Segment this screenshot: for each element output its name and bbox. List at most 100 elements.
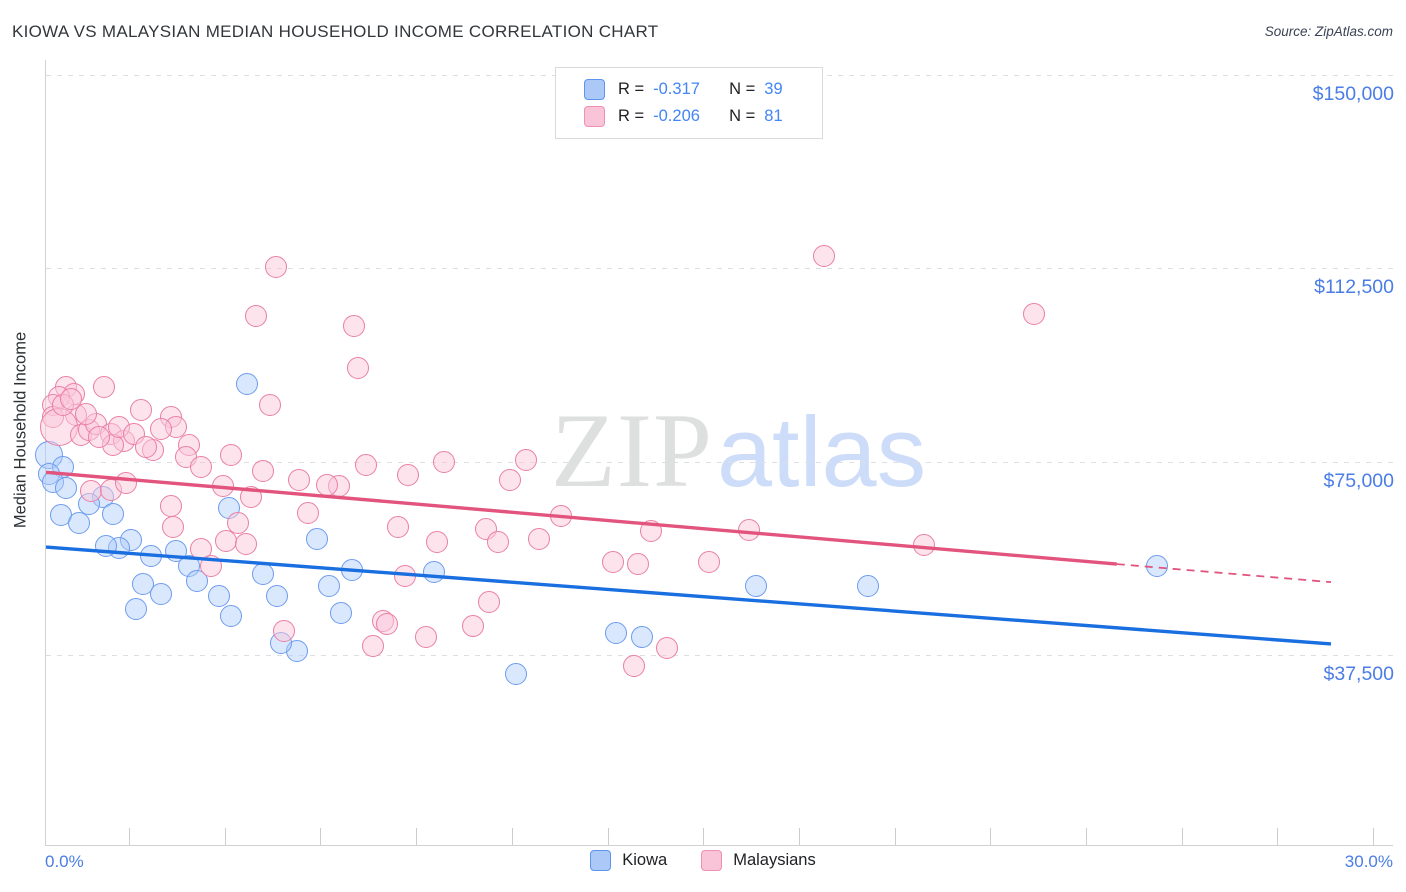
scatter-point-malaysians[interactable] [235, 533, 257, 555]
scatter-point-kiowa[interactable] [631, 625, 654, 648]
scatter-point-malaysians[interactable] [656, 636, 679, 659]
scatter-point-malaysians[interactable] [477, 591, 500, 614]
scatter-point-kiowa[interactable] [208, 585, 230, 607]
scatter-point-malaysians[interactable] [640, 520, 663, 543]
scatter-point-malaysians[interactable] [414, 625, 437, 648]
scatter-point-malaysians[interactable] [88, 426, 111, 449]
scatter-point-malaysians[interactable] [190, 455, 213, 478]
n-label: N = [729, 107, 756, 125]
scatter-point-malaysians[interactable] [432, 450, 455, 473]
scatter-point-kiowa[interactable] [306, 528, 329, 551]
scatter-point-kiowa[interactable] [139, 545, 162, 568]
n-label: N = [729, 80, 756, 98]
scatter-point-malaysians[interactable] [273, 620, 296, 643]
legend-item-kiowa: Kiowa [590, 850, 667, 871]
plot-area [35, 60, 1393, 846]
r-label: R = [618, 80, 645, 98]
scatter-point-malaysians[interactable] [376, 612, 398, 635]
scatter-point-malaysians[interactable] [698, 551, 721, 573]
scatter-point-malaysians[interactable] [74, 402, 97, 425]
scatter-point-malaysians[interactable] [244, 305, 267, 328]
r-label: R = [618, 107, 645, 125]
scatter-point-malaysians[interactable] [259, 393, 281, 416]
scatter-point-kiowa[interactable] [745, 575, 768, 598]
scatter-point-malaysians[interactable] [214, 530, 237, 553]
scatter-point-kiowa[interactable] [68, 512, 90, 535]
scatter-point-kiowa[interactable] [252, 562, 275, 585]
n-value-kiowa: 39 [764, 80, 783, 98]
y-tick-label: $150,000 [1312, 82, 1394, 105]
y-axis-title: Median Household Income [11, 331, 30, 529]
scatter-point-kiowa[interactable] [125, 597, 147, 620]
malaysians-swatch-icon [701, 850, 723, 871]
scatter-point-malaysians[interactable] [115, 471, 138, 494]
scatter-point-kiowa[interactable] [504, 662, 527, 685]
scatter-point-malaysians[interactable] [211, 475, 234, 498]
scatter-point-kiowa[interactable] [318, 575, 341, 598]
scatter-point-malaysians[interactable] [361, 635, 384, 657]
scatter-point-malaysians[interactable] [393, 564, 416, 587]
trend-line-kiowa [45, 545, 1332, 646]
scatter-point-malaysians[interactable] [498, 468, 521, 491]
gridline [46, 654, 1393, 656]
scatter-point-malaysians[interactable] [265, 256, 287, 279]
scatter-point-kiowa[interactable] [605, 622, 628, 645]
scatter-point-malaysians[interactable] [240, 485, 263, 508]
scatter-point-malaysians[interactable] [602, 551, 625, 573]
chart-title: KIOWA VS MALAYSIAN MEDIAN HOUSEHOLD INCO… [12, 22, 659, 41]
x-axis-legend: Kiowa Malaysians [0, 850, 1406, 871]
scatter-point-malaysians[interactable] [913, 534, 936, 556]
scatter-point-malaysians[interactable] [486, 531, 509, 554]
scatter-point-malaysians[interactable] [343, 315, 365, 337]
scatter-point-malaysians[interactable] [346, 356, 369, 379]
scatter-point-kiowa[interactable] [235, 372, 258, 395]
x-tick [511, 828, 513, 845]
scatter-point-malaysians[interactable] [288, 468, 311, 491]
scatter-point-kiowa[interactable] [423, 561, 446, 584]
scatter-point-malaysians[interactable] [515, 448, 538, 471]
scatter-point-malaysians[interactable] [426, 531, 449, 554]
x-tick-label-max: 30.0% [1344, 852, 1393, 871]
scatter-point-kiowa[interactable] [340, 559, 363, 582]
scatter-point-malaysians[interactable] [1023, 303, 1046, 326]
scatter-point-malaysians[interactable] [737, 519, 760, 542]
scatter-point-kiowa[interactable] [55, 477, 78, 500]
x-tick [1277, 828, 1279, 845]
scatter-point-malaysians[interactable] [59, 387, 82, 410]
scatter-point-malaysians[interactable] [162, 515, 185, 538]
scatter-point-malaysians[interactable] [528, 528, 550, 551]
scatter-point-malaysians[interactable] [80, 480, 102, 503]
legend-item-malaysians: Malaysians [701, 850, 816, 871]
scatter-point-kiowa[interactable] [220, 605, 242, 628]
scatter-point-malaysians[interactable] [316, 473, 338, 496]
scatter-point-kiowa[interactable] [149, 583, 172, 605]
scatter-point-malaysians[interactable] [149, 417, 172, 440]
scatter-point-kiowa[interactable] [95, 535, 117, 558]
scatter-point-malaysians[interactable] [252, 460, 275, 483]
scatter-point-kiowa[interactable] [857, 575, 879, 598]
scatter-point-malaysians[interactable] [134, 435, 157, 458]
scatter-point-malaysians[interactable] [396, 464, 419, 487]
scatter-point-kiowa[interactable] [1146, 555, 1169, 578]
scatter-point-malaysians[interactable] [160, 495, 183, 518]
scatter-point-malaysians[interactable] [812, 245, 835, 268]
scatter-point-malaysians[interactable] [387, 515, 410, 538]
scatter-point-kiowa[interactable] [330, 602, 353, 625]
x-tick [990, 828, 992, 845]
scatter-point-malaysians[interactable] [199, 555, 222, 578]
scatter-point-malaysians[interactable] [297, 501, 320, 524]
x-tick [320, 828, 322, 845]
scatter-point-malaysians[interactable] [627, 553, 649, 576]
y-tick-label: $112,500 [1314, 276, 1394, 299]
legend-label-malaysians: Malaysians [733, 851, 816, 869]
scatter-point-malaysians[interactable] [462, 614, 484, 637]
scatter-point-malaysians[interactable] [92, 375, 115, 398]
scatter-point-malaysians[interactable] [220, 443, 242, 466]
scatter-point-kiowa[interactable] [101, 503, 124, 526]
scatter-point-kiowa[interactable] [265, 585, 288, 607]
scatter-point-malaysians[interactable] [549, 505, 572, 528]
scatter-point-malaysians[interactable] [623, 654, 646, 677]
scatter-point-malaysians[interactable] [130, 399, 153, 421]
scatter-point-malaysians[interactable] [355, 453, 377, 476]
